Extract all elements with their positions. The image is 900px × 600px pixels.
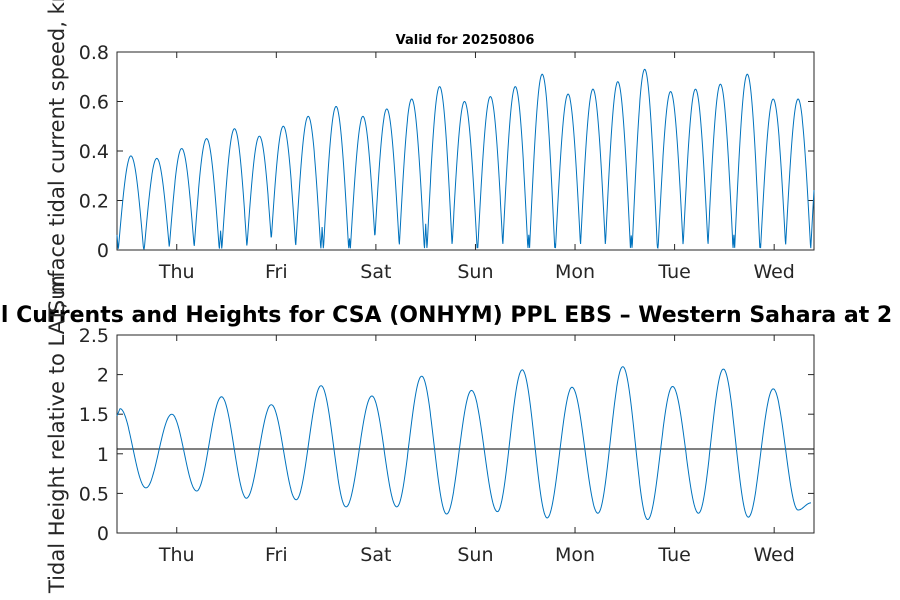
x-tick-label: Thu xyxy=(158,261,195,283)
chart-title-bottom: Tidal Currents and Heights for CSA (ONHY… xyxy=(0,303,892,328)
series-line-current-speed xyxy=(116,68,815,250)
chart-current-speed: Valid for 20250806 0 0.2 0.4 0.6 0.8 Thu Fri S… xyxy=(79,33,815,283)
x-tick-label: Sun xyxy=(457,261,493,283)
y-tick-label: 1.5 xyxy=(79,404,109,426)
y-tick-label: 2 xyxy=(97,365,109,387)
y-tick-label: 0 xyxy=(97,240,109,262)
x-tick-label: Sat xyxy=(360,544,391,566)
chart-tidal-height: 0 0.5 1 1.5 2 2.5 Thu Fri Sat Sun Mon Tue Wed xyxy=(79,325,815,566)
y-axis-label-top: Surface tidal current speed, kn xyxy=(45,0,69,313)
y-tick-label: 0.5 xyxy=(79,483,109,505)
y-tick-label: 0.2 xyxy=(79,191,109,213)
x-tick-label: Mon xyxy=(555,261,595,283)
y-axis-label-bottom: Tidal Height relative to LAT, m xyxy=(45,275,69,594)
series-line-tidal-height xyxy=(116,366,811,521)
x-tick-label: Tue xyxy=(657,261,690,283)
x-tick-label: Tue xyxy=(657,544,690,566)
y-tick-label: 0.8 xyxy=(79,42,109,64)
plot-area-bottom xyxy=(116,334,815,534)
chart-title-top: Valid for 20250806 xyxy=(396,33,535,48)
x-tick-label: Wed xyxy=(753,261,794,283)
y-tick-label: 0.4 xyxy=(79,141,109,163)
x-tick-label: Wed xyxy=(753,544,794,566)
y-tick-label: 1 xyxy=(97,444,109,466)
y-tick-label: 0 xyxy=(97,523,109,545)
y-tick-label: 0.6 xyxy=(79,92,109,114)
x-tick-label: Fri xyxy=(265,544,288,566)
plot-area-top xyxy=(116,51,815,251)
x-tick-label: Sat xyxy=(360,261,391,283)
x-tick-label: Mon xyxy=(555,544,595,566)
x-tick-label: Fri xyxy=(265,261,288,283)
x-tick-label: Thu xyxy=(158,544,195,566)
y-tick-label: 2.5 xyxy=(79,325,109,347)
x-tick-label: Sun xyxy=(457,544,493,566)
